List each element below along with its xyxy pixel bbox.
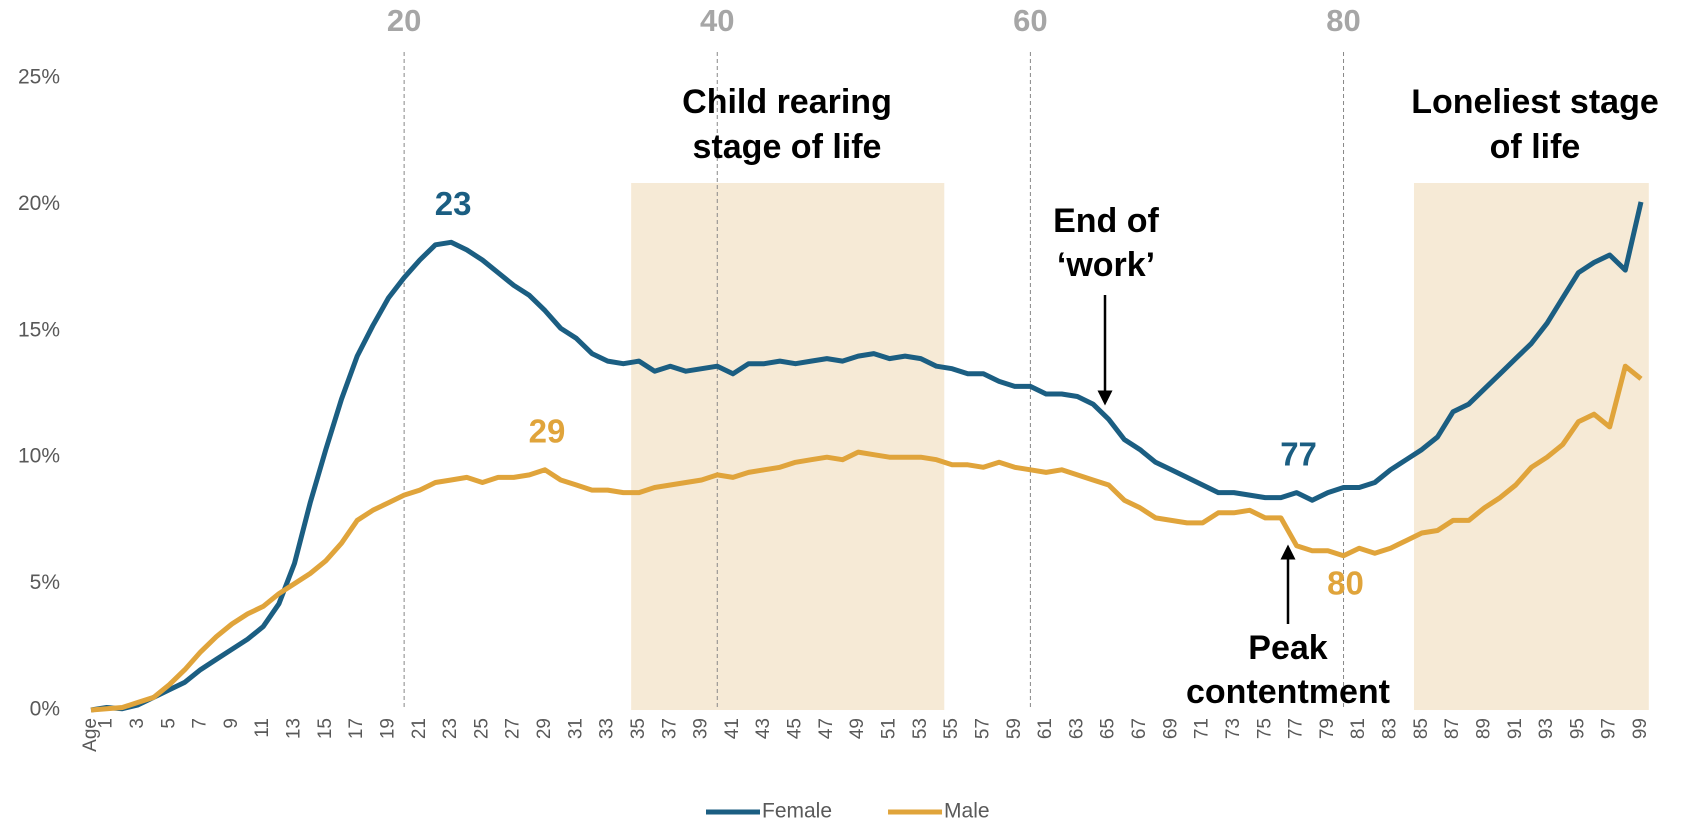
- x-tick-label: 37: [659, 718, 680, 739]
- y-tick-label: 15%: [18, 318, 60, 341]
- x-tick-label: 89: [1473, 718, 1494, 739]
- x-tick-label: 31: [565, 718, 586, 739]
- y-tick-label: 5%: [30, 571, 60, 594]
- region-label: of life: [1490, 128, 1581, 166]
- x-tick-label: 83: [1380, 718, 1401, 739]
- legend-label: Female: [762, 800, 832, 823]
- annotation: contentment: [1186, 673, 1390, 711]
- top-tick-label: 60: [1013, 3, 1047, 38]
- x-tick-label: 63: [1066, 718, 1087, 739]
- x-tick-label: 95: [1567, 718, 1588, 739]
- x-tick-label: 71: [1192, 718, 1213, 739]
- x-tick-label: 57: [972, 718, 993, 739]
- y-tick-label: 0%: [30, 698, 60, 721]
- x-tick-label: 23: [440, 718, 461, 739]
- x-tick-label: 59: [1004, 718, 1025, 739]
- x-tick-label: 11: [252, 718, 273, 738]
- x-tick-label: 49: [847, 718, 868, 739]
- region-label: Child rearing: [682, 83, 892, 121]
- x-tick-label: 17: [346, 718, 367, 739]
- top-tick-label: 40: [700, 3, 734, 38]
- x-tick-label: 77: [1286, 718, 1307, 739]
- legend-label: Male: [944, 800, 990, 823]
- annotation: ‘work’: [1057, 246, 1155, 284]
- peak-label: 29: [529, 413, 566, 450]
- annotation: End of: [1053, 202, 1159, 240]
- peak-label: 80: [1327, 565, 1364, 602]
- x-tick-label: 51: [879, 718, 900, 739]
- shaded-region: [1413, 183, 1649, 710]
- x-tick-label: 1: [96, 718, 117, 729]
- x-tick-label: 73: [1223, 718, 1244, 739]
- x-tick-label: 67: [1129, 718, 1150, 739]
- x-tick-label: 33: [597, 718, 618, 739]
- x-tick-label: 5: [158, 718, 179, 729]
- x-tick-label: 29: [534, 718, 555, 739]
- x-tick-label: 99: [1630, 718, 1651, 739]
- line: [90, 363, 1643, 713]
- x-tick-label: 19: [377, 718, 398, 739]
- x-tick-label: 79: [1317, 718, 1338, 739]
- peak-label: 77: [1280, 435, 1317, 472]
- x-tick-label: 15: [315, 718, 336, 739]
- x-tick-label: 9: [221, 718, 242, 729]
- x-tick-label: 97: [1599, 718, 1620, 739]
- top-tick-label: 20: [387, 3, 421, 38]
- x-tick-label: 3: [127, 718, 148, 729]
- y-tick-label: 25%: [18, 66, 60, 89]
- x-tick-label: 43: [753, 718, 774, 739]
- x-tick-label: 7: [190, 718, 211, 729]
- x-tick-label: 53: [910, 718, 931, 739]
- x-tick-label: 39: [691, 718, 712, 739]
- x-tick-label: 41: [722, 718, 743, 739]
- annotation: Peak: [1248, 629, 1327, 667]
- x-tick-label: 55: [941, 718, 962, 739]
- x-tick-label: 35: [628, 718, 649, 739]
- top-tick-label: 80: [1326, 3, 1360, 38]
- x-tick-label: 13: [284, 718, 305, 739]
- region-label: Loneliest stage: [1411, 83, 1659, 121]
- x-tick-label: 25: [471, 718, 492, 739]
- x-tick-label: 91: [1505, 718, 1526, 739]
- line: [90, 201, 1644, 713]
- x-tick-label: 47: [816, 718, 837, 739]
- peak-label: 23: [435, 185, 472, 222]
- y-tick-label: 20%: [18, 192, 60, 215]
- x-tick-label: Age: [80, 718, 101, 752]
- x-tick-label: 93: [1536, 718, 1557, 739]
- x-tick-label: 21: [409, 718, 430, 739]
- region-label: stage of life: [693, 128, 882, 166]
- x-tick-label: 69: [1160, 718, 1181, 739]
- x-tick-label: 87: [1442, 718, 1463, 739]
- x-tick-label: 61: [1035, 718, 1056, 739]
- shaded-region: [631, 183, 945, 710]
- x-tick-label: 27: [503, 718, 524, 739]
- x-tick-label: 75: [1254, 718, 1275, 739]
- x-tick-label: 81: [1348, 718, 1369, 739]
- x-tick-label: 45: [785, 718, 806, 739]
- x-tick-label: 65: [1098, 718, 1119, 739]
- x-tick-label: 85: [1411, 718, 1432, 739]
- y-tick-label: 10%: [18, 445, 60, 468]
